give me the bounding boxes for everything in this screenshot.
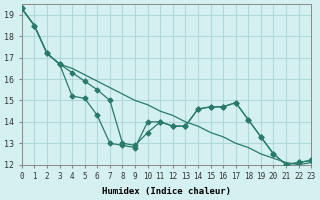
X-axis label: Humidex (Indice chaleur): Humidex (Indice chaleur) xyxy=(102,187,231,196)
